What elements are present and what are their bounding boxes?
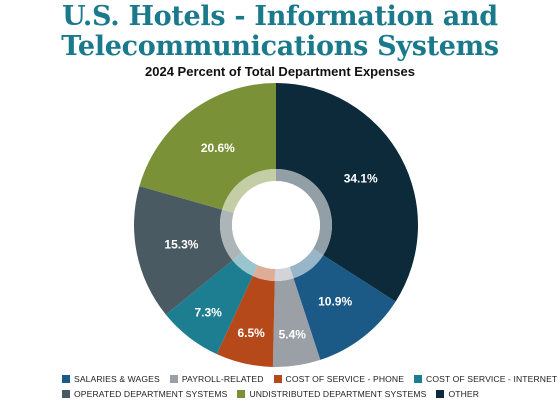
pie-slice-cost-of-service-phone — [216, 275, 275, 367]
legend-row-1: SALARIES & WAGES PAYROLL-RELATED COST OF S… — [62, 371, 557, 386]
pie-inner-ring-operated-department-systems — [220, 209, 242, 261]
chart-title: U.S. Hotels - Information and Telecommun… — [0, 2, 560, 62]
chart-subtitle: 2024 Percent of Total Department Expense… — [145, 64, 415, 79]
legend-swatch — [62, 374, 70, 383]
legend-item-cost-of-service-internet: COST OF SERVICE - INTERNET — [414, 374, 557, 384]
chart-title-line-2: Telecommunications Systems — [61, 31, 499, 62]
pie-center-hole — [232, 181, 320, 269]
data-label-payroll-related: 5.4% — [279, 328, 307, 342]
legend-swatch — [436, 389, 445, 398]
legend-item-cost-of-service-phone: COST OF SERVICE - PHONE — [273, 373, 405, 384]
pie-inner-ring-salaries-wages — [289, 248, 324, 279]
chart-legend: SALARIES & WAGES PAYROLL-RELATED COST OF S… — [62, 371, 557, 401]
legend-row-2: OPERATED DEPARTMENT SYSTEMS UNDISTRIBUTED… — [62, 386, 552, 401]
legend-item-undistributed-department-systems: UNDISTRIBUTED DEPARTMENT SYSTEMS — [237, 389, 426, 399]
legend-label: UNDISTRIBUTED DEPARTMENT SYSTEMS — [249, 388, 427, 399]
legend-item-salaries-wages: SALARIES & WAGES — [62, 374, 160, 384]
pie-inner-ring-payroll-related — [274, 266, 294, 281]
legend-swatch — [62, 389, 70, 398]
pie-inner-ring-cost-of-service-phone — [252, 264, 276, 281]
pie-slice-undistributed-department-systems — [139, 83, 276, 210]
legend-label: SALARIES & WAGES — [74, 373, 160, 384]
pie-slice-payroll-related — [272, 278, 321, 367]
legend-label: COST OF SERVICE - PHONE — [285, 373, 405, 384]
pie-slice-salaries-wages — [293, 255, 396, 360]
pie-inner-ring-undistributed-department-systems — [222, 169, 276, 213]
pie-slice-operated-department-systems — [133, 186, 233, 315]
pie-inner-ring-cost-of-service-internet — [232, 252, 258, 276]
legend-label: COST OF SERVICE - INTERNET — [426, 373, 558, 384]
data-label-operated-department-systems: 15.3% — [164, 237, 198, 251]
data-label-cost-of-service-phone: 6.5% — [238, 326, 266, 340]
pie-slice-cost-of-service-internet — [165, 260, 253, 355]
pie-inner-ring-other — [276, 169, 332, 256]
legend-swatch — [273, 374, 282, 383]
legend-item-operated-department-systems: OPERATED DEPARTMENT SYSTEMS — [62, 389, 227, 399]
legend-swatch — [169, 374, 178, 383]
legend-label: PAYROLL-RELATED — [181, 373, 264, 384]
legend-swatch — [237, 389, 246, 398]
legend-item-other: OTHER — [436, 389, 479, 399]
legend-label: OTHER — [448, 388, 480, 399]
data-label-other: 34.1% — [344, 172, 378, 186]
legend-label: OPERATED DEPARTMENT SYSTEMS — [74, 388, 228, 399]
data-label-undistributed-department-systems: 20.6% — [201, 141, 235, 155]
pie-slice-other — [276, 83, 418, 302]
chart-title-line-1: U.S. Hotels - Information and — [62, 1, 498, 32]
data-label-cost-of-service-internet: 7.3% — [194, 306, 222, 320]
legend-swatch — [414, 374, 423, 383]
legend-item-payroll-related: PAYROLL-RELATED — [169, 373, 264, 384]
data-label-salaries-wages: 10.9% — [318, 294, 352, 308]
